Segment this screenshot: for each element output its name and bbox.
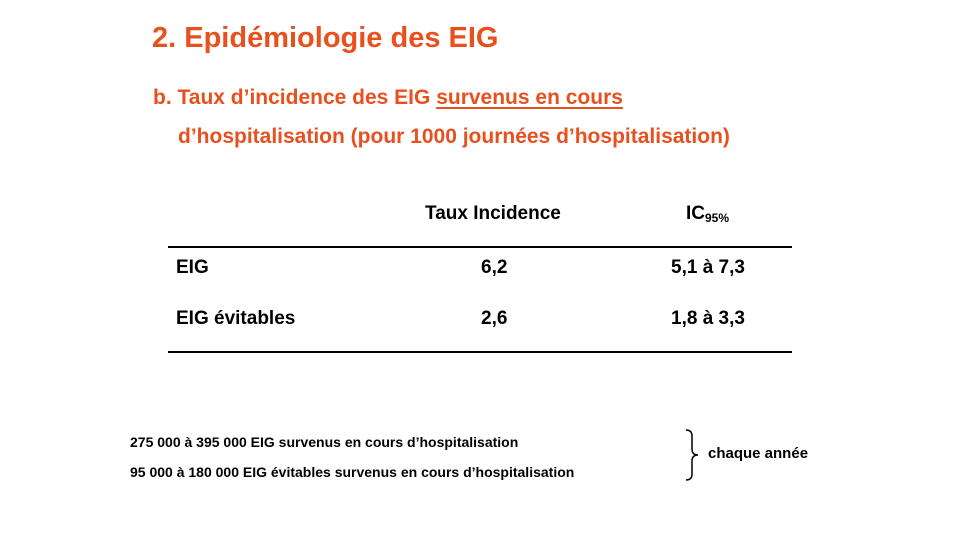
subtitle-underlined-text: survenus en cours xyxy=(436,86,623,109)
row-2-label: EIG évitables xyxy=(176,308,296,329)
brace-label: chaque année xyxy=(708,445,809,462)
row-1-label: EIG xyxy=(176,257,209,278)
subtitle-prefix: b. Taux d’incidence des EIG xyxy=(153,86,437,109)
row-1-ci: 5,1 à 7,3 xyxy=(671,257,745,278)
subtitle-line-1: b. Taux d’incidence des EIG survenus en … xyxy=(153,86,623,110)
subtitle-line-2: d’hospitalisation (pour 1000 journées d’… xyxy=(178,125,730,148)
note-line-2: 95 000 à 180 000 EIG évitables survenus … xyxy=(130,464,575,480)
right-brace-icon xyxy=(685,429,699,481)
row-2-ci: 1,8 à 3,3 xyxy=(671,308,745,329)
table-top-rule xyxy=(168,246,792,248)
ci-header-main: IC xyxy=(686,203,705,224)
row-2-rate: 2,6 xyxy=(481,308,508,329)
row-1-rate: 6,2 xyxy=(481,257,508,278)
column-header-ci: IC95% xyxy=(686,203,729,225)
table-bottom-rule xyxy=(168,351,792,353)
column-header-rate: Taux Incidence xyxy=(425,203,561,224)
slide-title: 2. Epidémiologie des EIG xyxy=(152,22,499,54)
note-line-1: 275 000 à 395 000 EIG survenus en cours … xyxy=(130,434,519,450)
ci-header-subscript: 95% xyxy=(705,211,730,225)
